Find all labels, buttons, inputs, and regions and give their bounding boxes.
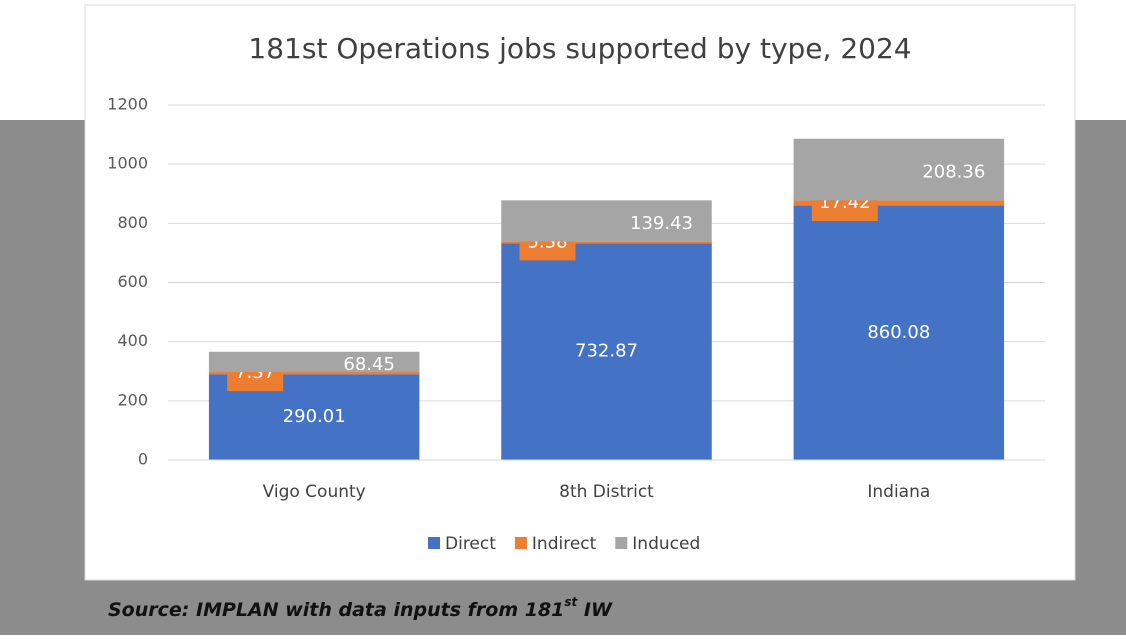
data-label: 139.43 xyxy=(630,213,693,234)
data-label: 68.45 xyxy=(343,354,395,375)
x-tick-label: Indiana xyxy=(867,482,930,502)
y-tick-label: 600 xyxy=(117,272,148,291)
bar-segment xyxy=(208,372,420,375)
source-sup: st xyxy=(564,595,578,609)
x-tick-label: 8th District xyxy=(559,482,654,502)
bar-segment xyxy=(208,351,420,373)
legend-swatch xyxy=(428,537,440,549)
legend-swatch xyxy=(514,537,527,549)
y-tick-label: 800 xyxy=(117,213,148,232)
data-label: 208.36 xyxy=(922,162,985,183)
legend-swatch xyxy=(615,537,628,549)
y-tick-label: 400 xyxy=(117,331,148,350)
y-tick-label: 200 xyxy=(117,390,148,409)
source-text-end: IW xyxy=(577,599,613,621)
y-tick-label: 1000 xyxy=(107,154,148,173)
data-label: 732.87 xyxy=(575,341,638,362)
bar-segment xyxy=(501,243,712,460)
y-tick-label: 1200 xyxy=(107,95,148,114)
source-text: Source: IMPLAN with data inputs from 181 xyxy=(108,599,564,621)
legend-label: Induced xyxy=(632,534,700,554)
source-note: Source: IMPLAN with data inputs from 181… xyxy=(108,595,613,621)
bar-segment xyxy=(793,200,1005,206)
bar-segment xyxy=(501,200,712,242)
data-label: 860.08 xyxy=(867,322,930,343)
bar-segment xyxy=(793,205,1005,460)
data-label: 290.01 xyxy=(283,406,346,427)
y-tick-label: 0 xyxy=(138,450,148,469)
x-tick-label: Vigo County xyxy=(263,482,366,502)
legend-label: Indirect xyxy=(532,534,597,554)
bar-segment xyxy=(793,138,1005,201)
chart-title: 181st Operations jobs supported by type,… xyxy=(248,32,911,65)
bar-segment xyxy=(501,241,712,244)
legend-label: Direct xyxy=(445,534,496,554)
